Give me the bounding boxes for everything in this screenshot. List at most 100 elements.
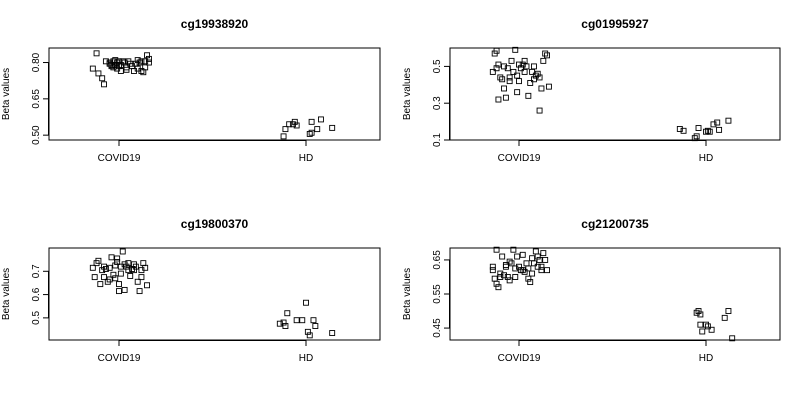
y-tick-label: 0.5: [31, 310, 42, 324]
data-point: [703, 128, 709, 135]
data-point: [127, 272, 134, 279]
data-point: [544, 267, 550, 274]
data-point: [536, 256, 543, 263]
data-point: [101, 81, 107, 88]
data-point: [99, 267, 106, 274]
data-point: [112, 262, 119, 269]
data-point: [517, 65, 524, 72]
data-point: [695, 125, 702, 131]
x-tick-label: HD: [299, 153, 313, 164]
y-tick-label: 0.80: [31, 52, 42, 72]
data-point: [276, 320, 283, 327]
data-point: [89, 65, 96, 72]
data-point: [280, 133, 287, 140]
data-point: [116, 58, 122, 65]
data-point: [527, 279, 534, 286]
data-point: [506, 277, 513, 284]
chart-panel-1: cg19938920 0.50 0.65 0.80 Beta values COVID19…: [1, 17, 381, 164]
data-point: [145, 55, 152, 62]
data-point: [514, 253, 521, 260]
data-point: [532, 248, 539, 255]
data-point: [116, 281, 122, 288]
data-point: [501, 272, 507, 279]
y-axis-label: Beta values: [402, 268, 413, 320]
data-point: [532, 72, 539, 79]
x-tick-label: HD: [699, 153, 713, 164]
data-point: [542, 50, 549, 57]
y-tick-label: 0.55: [432, 284, 443, 304]
data-point: [529, 270, 536, 277]
data-point: [117, 270, 124, 277]
data-point: [514, 72, 521, 79]
data-point: [499, 253, 506, 260]
data-point: [142, 64, 149, 71]
data-point: [329, 124, 336, 131]
data-point: [114, 255, 121, 262]
data-point: [695, 308, 702, 314]
y-tick-label: 0.45: [432, 318, 443, 338]
data-point: [538, 267, 545, 274]
data-point: [144, 282, 151, 289]
data-point: [117, 263, 124, 270]
data-point: [102, 266, 109, 272]
chart-title: cg01995927: [581, 17, 649, 31]
data-point: [144, 52, 151, 59]
data-point: [721, 314, 728, 321]
data-point: [493, 47, 500, 54]
data-point: [108, 63, 115, 70]
y-tick-label: 0.1: [432, 133, 443, 147]
data-point: [523, 63, 530, 70]
data-point: [531, 76, 537, 83]
data-point: [708, 326, 715, 333]
data-point: [308, 129, 315, 136]
data-point: [291, 118, 298, 125]
data-point: [497, 270, 504, 277]
data-point: [306, 332, 313, 339]
data-point: [512, 265, 519, 272]
data-point: [691, 135, 698, 142]
data-point: [306, 130, 313, 137]
data-point: [318, 116, 324, 123]
data-point: [138, 68, 145, 74]
data-point: [489, 263, 496, 270]
data-point: [495, 61, 502, 68]
data-point: [501, 85, 507, 92]
data-point: [519, 61, 526, 68]
x-tick-label: COVID19: [498, 353, 541, 364]
y-tick-label: 0.65: [432, 250, 443, 270]
y-tick-label: 0.6: [31, 287, 42, 301]
data-point: [140, 69, 147, 76]
data-point: [510, 246, 517, 253]
data-point: [495, 96, 502, 103]
data-point: [536, 107, 543, 114]
data-point: [97, 281, 104, 288]
data-point: [138, 274, 145, 281]
y-tick-label: 0.65: [31, 89, 42, 109]
data-point: [493, 280, 500, 287]
data-point: [117, 68, 124, 74]
y-axis-label: Beta values: [1, 68, 12, 120]
data-point: [489, 68, 496, 75]
data-point: [282, 323, 289, 329]
data-point: [531, 63, 537, 70]
data-point: [303, 299, 309, 306]
data-point: [304, 328, 311, 335]
data-point: [312, 323, 319, 329]
data-point: [525, 265, 532, 272]
data-point: [527, 80, 534, 86]
data-point: [545, 83, 552, 90]
data-point: [502, 94, 509, 101]
data-point: [134, 278, 141, 285]
data-point: [516, 263, 522, 270]
data-point: [716, 126, 723, 133]
data-point: [523, 260, 530, 267]
data-point: [293, 317, 300, 324]
data-point: [93, 50, 100, 57]
data-point: [308, 118, 315, 125]
data-point: [501, 63, 507, 70]
data-point: [506, 74, 513, 81]
chart-title: cg19938920: [181, 17, 249, 31]
data-point: [99, 75, 106, 82]
data-point: [540, 250, 547, 257]
